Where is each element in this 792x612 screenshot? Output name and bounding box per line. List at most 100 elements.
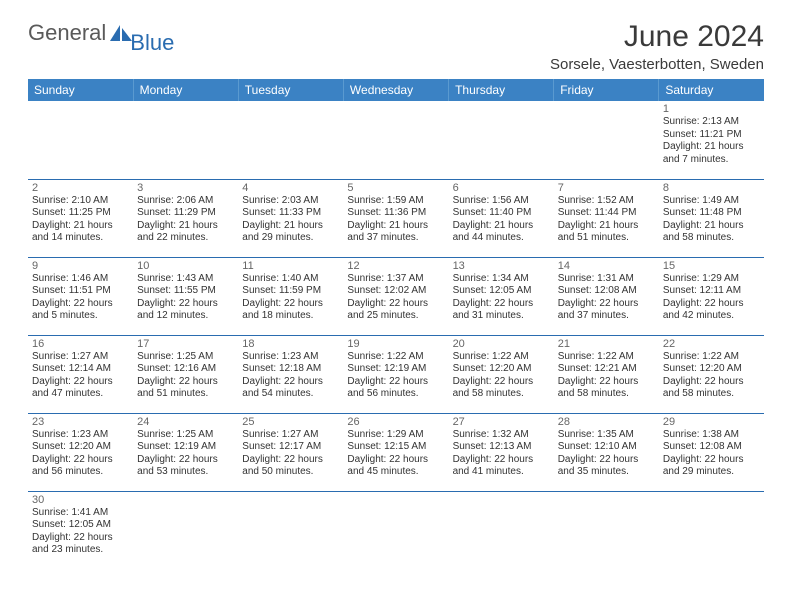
cell-line: Daylight: 22 hours — [137, 454, 234, 467]
cell-line: Daylight: 21 hours — [242, 220, 339, 233]
cell-line: Sunset: 11:59 PM — [242, 285, 339, 298]
day-number: 16 — [32, 338, 129, 350]
cell-line: and 37 minutes. — [558, 310, 655, 323]
cell-line: Sunset: 12:17 AM — [242, 441, 339, 454]
day-number: 14 — [558, 260, 655, 272]
cell-line: and 44 minutes. — [453, 232, 550, 245]
cell-line: Daylight: 22 hours — [347, 298, 444, 311]
cell-line: Daylight: 21 hours — [663, 220, 760, 233]
cell-line: and 25 minutes. — [347, 310, 444, 323]
cell-line: Daylight: 22 hours — [137, 376, 234, 389]
cell-line: Sunset: 12:11 AM — [663, 285, 760, 298]
cell-line: Sunset: 12:14 AM — [32, 363, 129, 376]
cell-line: Sunrise: 1:49 AM — [663, 195, 760, 208]
cell-line: and 12 minutes. — [137, 310, 234, 323]
calendar-cell: 27Sunrise: 1:32 AMSunset: 12:13 AMDaylig… — [449, 413, 554, 491]
day-number: 9 — [32, 260, 129, 272]
cell-line: and 56 minutes. — [347, 388, 444, 401]
calendar-cell: 21Sunrise: 1:22 AMSunset: 12:21 AMDaylig… — [554, 335, 659, 413]
header: General Blue June 2024 Sorsele, Vaesterb… — [28, 20, 764, 73]
calendar-cell — [133, 101, 238, 179]
cell-line: Sunset: 11:55 PM — [137, 285, 234, 298]
day-number: 11 — [242, 260, 339, 272]
calendar-cell: 16Sunrise: 1:27 AMSunset: 12:14 AMDaylig… — [28, 335, 133, 413]
cell-line: Sunrise: 1:22 AM — [558, 351, 655, 364]
cell-line: Sunset: 11:51 PM — [32, 285, 129, 298]
cell-line: and 14 minutes. — [32, 232, 129, 245]
cell-line: Sunset: 12:08 AM — [558, 285, 655, 298]
cell-line: Sunrise: 2:06 AM — [137, 195, 234, 208]
day-header-sun: Sunday — [28, 79, 133, 101]
cell-line: Sunset: 11:36 PM — [347, 207, 444, 220]
cell-line: Daylight: 21 hours — [558, 220, 655, 233]
cell-line: Sunrise: 1:32 AM — [453, 429, 550, 442]
cell-line: Sunrise: 1:25 AM — [137, 351, 234, 364]
cell-line: and 5 minutes. — [32, 310, 129, 323]
cell-line: Sunset: 12:15 AM — [347, 441, 444, 454]
cell-line: Sunrise: 1:23 AM — [242, 351, 339, 364]
calendar-cell: 22Sunrise: 1:22 AMSunset: 12:20 AMDaylig… — [659, 335, 764, 413]
day-header-thu: Thursday — [449, 79, 554, 101]
calendar-row: 30Sunrise: 1:41 AMSunset: 12:05 AMDaylig… — [28, 491, 764, 569]
cell-line: Sunset: 12:13 AM — [453, 441, 550, 454]
logo: General Blue — [28, 20, 180, 46]
cell-line: Daylight: 22 hours — [453, 298, 550, 311]
calendar-row: 1Sunrise: 2:13 AMSunset: 11:21 PMDayligh… — [28, 101, 764, 179]
cell-line: and 51 minutes. — [137, 388, 234, 401]
cell-line: Daylight: 22 hours — [453, 376, 550, 389]
cell-line: Daylight: 21 hours — [453, 220, 550, 233]
calendar-row: 16Sunrise: 1:27 AMSunset: 12:14 AMDaylig… — [28, 335, 764, 413]
month-title: June 2024 — [550, 20, 764, 54]
cell-line: Daylight: 21 hours — [663, 141, 760, 154]
day-number: 18 — [242, 338, 339, 350]
calendar-cell — [133, 491, 238, 569]
calendar-cell — [343, 101, 448, 179]
cell-line: Sunset: 12:16 AM — [137, 363, 234, 376]
cell-line: Sunrise: 2:10 AM — [32, 195, 129, 208]
calendar-cell: 19Sunrise: 1:22 AMSunset: 12:19 AMDaylig… — [343, 335, 448, 413]
cell-line: Sunset: 12:02 AM — [347, 285, 444, 298]
day-header-row: Sunday Monday Tuesday Wednesday Thursday… — [28, 79, 764, 101]
calendar-cell: 10Sunrise: 1:43 AMSunset: 11:55 PMDaylig… — [133, 257, 238, 335]
day-number: 6 — [453, 182, 550, 194]
cell-line: and 41 minutes. — [453, 466, 550, 479]
cell-line: Daylight: 21 hours — [347, 220, 444, 233]
cell-line: Sunset: 11:25 PM — [32, 207, 129, 220]
cell-line: Sunrise: 1:56 AM — [453, 195, 550, 208]
calendar-cell — [554, 491, 659, 569]
calendar-cell: 26Sunrise: 1:29 AMSunset: 12:15 AMDaylig… — [343, 413, 448, 491]
cell-line: Daylight: 22 hours — [558, 298, 655, 311]
cell-line: and 53 minutes. — [137, 466, 234, 479]
calendar-cell: 25Sunrise: 1:27 AMSunset: 12:17 AMDaylig… — [238, 413, 343, 491]
day-number: 30 — [32, 494, 129, 506]
cell-line: Sunrise: 2:03 AM — [242, 195, 339, 208]
cell-line: Daylight: 22 hours — [32, 376, 129, 389]
title-block: June 2024 Sorsele, Vaesterbotten, Sweden — [550, 20, 764, 73]
cell-line: Sunrise: 1:22 AM — [663, 351, 760, 364]
calendar-cell: 30Sunrise: 1:41 AMSunset: 12:05 AMDaylig… — [28, 491, 133, 569]
cell-line: Daylight: 21 hours — [32, 220, 129, 233]
day-number: 1 — [663, 103, 760, 115]
cell-line: Daylight: 22 hours — [347, 454, 444, 467]
cell-line: and 31 minutes. — [453, 310, 550, 323]
cell-line: and 22 minutes. — [137, 232, 234, 245]
cell-line: and 29 minutes. — [663, 466, 760, 479]
cell-line: Sunrise: 1:23 AM — [32, 429, 129, 442]
calendar-cell: 8Sunrise: 1:49 AMSunset: 11:48 PMDayligh… — [659, 179, 764, 257]
calendar-cell: 29Sunrise: 1:38 AMSunset: 12:08 AMDaylig… — [659, 413, 764, 491]
cell-line: Sunrise: 1:29 AM — [347, 429, 444, 442]
day-number: 29 — [663, 416, 760, 428]
cell-line: Sunset: 12:19 AM — [137, 441, 234, 454]
cell-line: Sunrise: 1:38 AM — [663, 429, 760, 442]
cell-line: and 58 minutes. — [558, 388, 655, 401]
calendar-cell: 18Sunrise: 1:23 AMSunset: 12:18 AMDaylig… — [238, 335, 343, 413]
day-header-fri: Friday — [554, 79, 659, 101]
cell-line: Sunset: 11:21 PM — [663, 129, 760, 142]
cell-line: Sunrise: 1:35 AM — [558, 429, 655, 442]
cell-line: Sunset: 12:10 AM — [558, 441, 655, 454]
cell-line: Sunrise: 1:40 AM — [242, 273, 339, 286]
cell-line: and 45 minutes. — [347, 466, 444, 479]
cell-line: Daylight: 22 hours — [137, 298, 234, 311]
cell-line: Daylight: 22 hours — [347, 376, 444, 389]
day-number: 15 — [663, 260, 760, 272]
